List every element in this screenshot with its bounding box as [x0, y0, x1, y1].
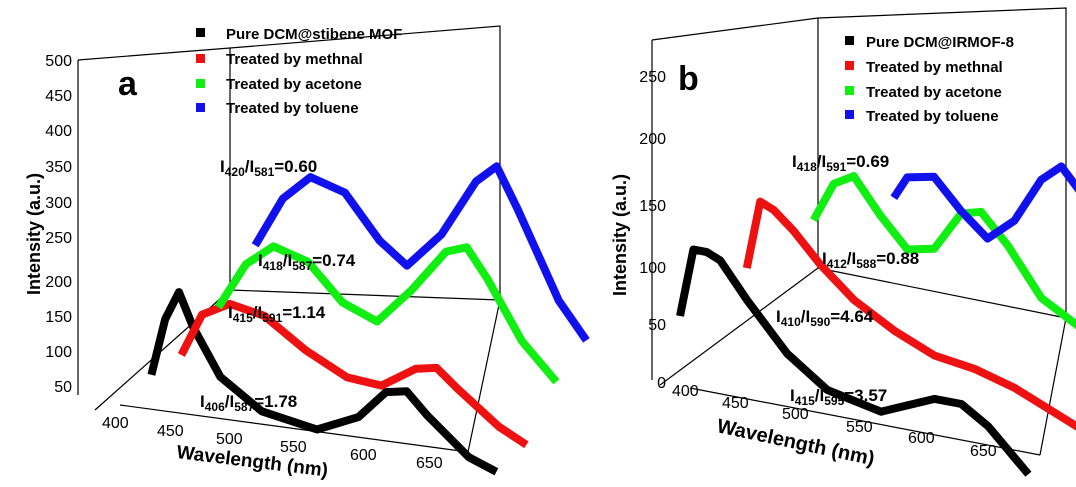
panel-a-series-line-2 — [214, 242, 560, 385]
panel-b: 250 200 150 100 50 0 400 450 500 550 600… — [610, 7, 1076, 477]
panel-b-x-axis — [689, 387, 1041, 456]
panel-a-ytick: 350 — [45, 159, 72, 176]
panel-b-legend: Pure DCM@IRMOF-8 Treated by methnal Trea… — [845, 34, 1014, 125]
panel-a-ratio-annotation: I406/I587=1.78 — [200, 392, 297, 414]
panel-a-y-label: Intensity (a.u.) — [24, 173, 44, 295]
panel-b-xtick: 500 — [782, 406, 809, 423]
panel-a-frame-front-right — [467, 299, 501, 453]
panel-a-legend-label-2: Treated by acetone — [226, 76, 362, 93]
panel-a-series-line-0 — [147, 288, 499, 476]
panel-b-xtick: 550 — [846, 419, 873, 436]
panel-a-series — [147, 162, 590, 476]
panel-a: 500 450 400 350 300 250 200 150 100 50 4… — [24, 25, 590, 482]
panel-b-ratio-annotation: I412/I588=0.88 — [822, 249, 919, 271]
panel-b-series-line-1 — [742, 197, 1076, 431]
panel-b-xtick: 450 — [722, 395, 749, 412]
panel-b-ytick: 100 — [639, 260, 666, 277]
panel-a-ytick: 300 — [45, 195, 72, 212]
panel-a-ratio-annotation: I418/I587=0.74 — [258, 251, 356, 273]
panel-a-x-ticks: 400 450 500 550 600 650 — [102, 415, 443, 472]
panel-b-ratio-annotation: I415/I595=3.57 — [790, 386, 887, 408]
panel-b-series-line-2 — [810, 172, 1076, 330]
panel-a-xtick: 600 — [350, 447, 377, 464]
panel-b-frame-back — [651, 7, 1067, 318]
panel-a-ytick: 450 — [45, 88, 72, 105]
panel-b-ytick: 150 — [639, 198, 666, 215]
panel-a-ytick: 100 — [45, 344, 72, 361]
panel-a-legend-swatch-1 — [196, 54, 205, 63]
panel-a-frame-back — [77, 25, 501, 300]
panel-b-ratio-annotation: I418/I591=0.69 — [792, 152, 889, 174]
panel-a-ytick: 400 — [45, 123, 72, 140]
panel-a-ytick: 500 — [45, 53, 72, 70]
panel-b-ytick: 250 — [639, 69, 666, 86]
panel-a-y-ticks: 500 450 400 350 300 250 200 150 100 50 — [45, 53, 72, 396]
panel-b-series-line-0 — [676, 245, 1032, 477]
panel-b-legend-label-2: Treated by acetone — [866, 84, 1002, 101]
panel-a-legend: Pure DCM@stibene MOF Treated by methnal … — [196, 26, 402, 117]
panel-b-series — [676, 162, 1076, 477]
panel-b-legend-label-0: Pure DCM@IRMOF-8 — [866, 34, 1014, 51]
panel-b-ratio-annotation: I410/I590=4.64 — [776, 307, 874, 329]
panel-b-frame-floor-back — [817, 267, 1067, 319]
panel-a-legend-swatch-2 — [196, 79, 205, 88]
panel-a-ratio-annotation: I415/I591=1.14 — [228, 303, 326, 325]
panel-b-xtick: 650 — [970, 443, 997, 460]
panel-a-x-axis — [119, 404, 469, 453]
panel-a-legend-label-3: Treated by toluene — [226, 100, 359, 117]
panel-a-ytick: 250 — [45, 230, 72, 247]
panel-a-series-line-3 — [251, 162, 590, 343]
panel-b-letter: b — [678, 60, 699, 98]
panel-a-xtick: 450 — [157, 423, 184, 440]
panel-b-xtick: 600 — [908, 430, 935, 447]
panel-a-frame-floor-back — [229, 289, 501, 301]
panel-a-ratio-annotation: I420/I581=0.60 — [220, 157, 317, 179]
panel-b-ytick: 200 — [639, 131, 666, 148]
panel-a-xtick: 650 — [416, 455, 443, 472]
panel-a-legend-swatch-0 — [196, 28, 205, 37]
panel-a-legend-label-1: Treated by methnal — [226, 51, 363, 68]
panel-b-frame-front-right — [1039, 317, 1067, 456]
panel-a-ytick: 200 — [45, 274, 72, 291]
panel-a-ytick: 50 — [54, 379, 72, 396]
panel-b-y-ticks: 250 200 150 100 50 0 — [639, 69, 666, 392]
panel-a-series-line-1 — [177, 299, 529, 449]
panel-b-y-label: Intensity (a.u.) — [610, 174, 630, 296]
panel-a-letter: a — [118, 65, 138, 103]
panel-b-legend-label-1: Treated by methnal — [866, 59, 1003, 76]
panel-b-legend-swatch-2 — [845, 86, 854, 95]
panel-a-xtick: 500 — [216, 431, 243, 448]
panel-a-ytick: 150 — [45, 309, 72, 326]
panel-b-xtick: 400 — [672, 383, 699, 400]
panel-a-legend-label-0: Pure DCM@stibene MOF — [226, 26, 402, 43]
panel-b-legend-label-3: Treated by toluene — [866, 108, 999, 125]
panel-b-legend-swatch-0 — [845, 36, 854, 45]
panel-a-xtick: 550 — [280, 439, 307, 456]
panel-b-frame-floor-left — [659, 267, 819, 386]
panel-b-ytick: 50 — [648, 317, 666, 334]
panel-b-x-ticks: 400 450 500 550 600 650 — [672, 383, 997, 460]
panel-b-series-line-3 — [890, 162, 1076, 243]
panel-a-legend-swatch-3 — [196, 103, 205, 112]
panel-b-legend-swatch-3 — [845, 110, 854, 119]
panel-b-ytick: 0 — [657, 375, 666, 392]
panel-b-legend-swatch-1 — [845, 61, 854, 70]
panel-a-xtick: 400 — [102, 415, 129, 432]
